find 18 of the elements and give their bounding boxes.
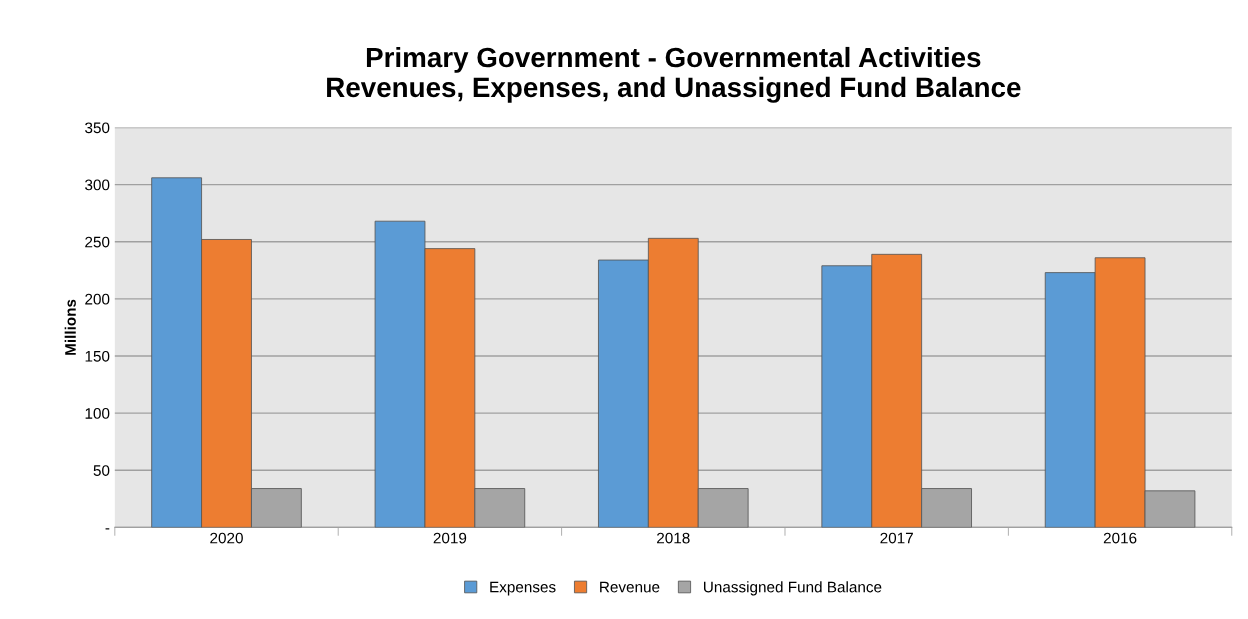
y-tick-label: 200	[85, 293, 110, 305]
x-tick-label: 2020	[210, 532, 243, 544]
y-tick-label: 150	[85, 350, 110, 362]
chart-title: Primary Government - Governmental Activities Revenues, Expenses, and Unassigned Fund Balance	[327, 46, 1021, 103]
x-tick-label: 2018	[657, 532, 690, 544]
legend-label: Expenses	[490, 581, 556, 596]
x-tick-label: 2019	[433, 532, 467, 544]
x-tick-label: 2016	[1103, 532, 1137, 544]
y-axis-title: Millions	[64, 299, 76, 355]
y-tick-label: 50	[93, 465, 110, 476]
y-tick-label: 250	[85, 236, 110, 248]
x-tick-label: 2017	[880, 532, 913, 544]
y-tick-label: 350	[85, 122, 110, 134]
y-tick-label: -	[105, 528, 110, 530]
legend-label: Revenue	[600, 581, 660, 593]
y-tick-label: 100	[85, 408, 110, 419]
legend-label: Unassigned Fund Balance	[704, 581, 882, 596]
y-tick-label: 300	[85, 179, 110, 191]
